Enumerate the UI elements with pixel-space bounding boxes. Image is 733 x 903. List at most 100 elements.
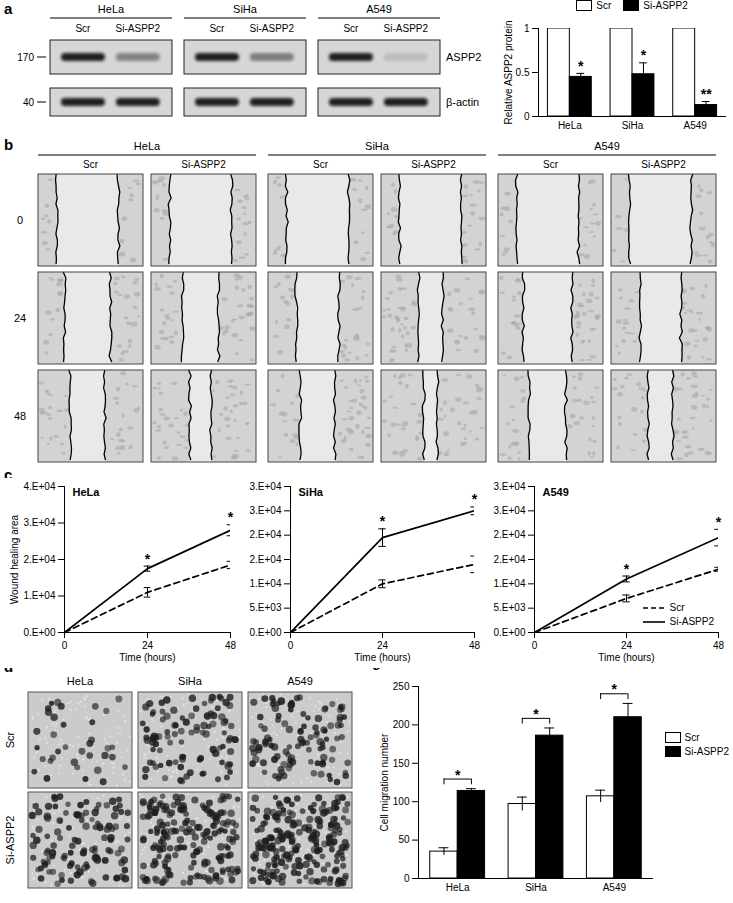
svg-text:170: 170: [17, 52, 34, 63]
svg-text:**: **: [701, 86, 712, 102]
html-text:Si-ASPP2: Si-ASPP2: [684, 746, 729, 757]
svg-text:24: 24: [14, 312, 26, 324]
html-text:Scr: Scr: [669, 602, 685, 613]
svg-text:Scr: Scr: [4, 731, 16, 748]
svg-text:200: 200: [393, 719, 410, 730]
svg-text:HeLa: HeLa: [446, 882, 470, 893]
svg-text:A549: A549: [366, 3, 392, 15]
svg-text:0.5: 0.5: [516, 67, 530, 78]
svg-text:A549: A549: [594, 140, 620, 152]
svg-text:5.E+03: 5.E+03: [250, 602, 282, 613]
svg-text:24: 24: [142, 640, 154, 651]
svg-text:*: *: [578, 58, 584, 74]
svg-text:A549: A549: [543, 486, 569, 498]
svg-text:HeLa: HeLa: [67, 675, 94, 687]
svg-text:Scr: Scr: [75, 23, 91, 34]
svg-text:1.E+04: 1.E+04: [24, 590, 56, 601]
svg-text:4.E+04: 4.E+04: [24, 481, 56, 492]
svg-text:0: 0: [62, 640, 68, 651]
svg-text:1.E+04: 1.E+04: [250, 578, 282, 589]
svg-text:2.E+04: 2.E+04: [494, 529, 526, 540]
svg-text:3.E+04: 3.E+04: [250, 481, 282, 492]
html-text:Scr: Scr: [684, 732, 700, 743]
svg-text:48: 48: [14, 410, 26, 422]
svg-text:HeLa: HeLa: [558, 120, 582, 131]
svg-text:*: *: [145, 551, 151, 567]
svg-text:SiHa: SiHa: [525, 882, 547, 893]
svg-text:Cell migration number: Cell migration number: [379, 733, 390, 831]
svg-text:24: 24: [621, 640, 633, 651]
svg-text:48: 48: [713, 640, 725, 651]
svg-text:HeLa: HeLa: [134, 140, 161, 152]
svg-text:3.E+04: 3.E+04: [24, 517, 56, 528]
svg-text:250: 250: [393, 681, 410, 692]
svg-text:Scr: Scr: [343, 23, 359, 34]
svg-text:β-actin: β-actin: [446, 96, 479, 108]
svg-text:Relative ASPP2 protein: Relative ASPP2 protein: [503, 21, 514, 125]
svg-text:3.E+04: 3.E+04: [250, 505, 282, 516]
svg-text:Time (hours): Time (hours): [119, 652, 175, 663]
svg-text:Time (hours): Time (hours): [354, 652, 410, 663]
svg-text:0.E+00: 0.E+00: [250, 627, 282, 638]
svg-text:Scr: Scr: [543, 159, 559, 170]
svg-text:Scr: Scr: [83, 159, 99, 170]
svg-text:A549: A549: [683, 120, 707, 131]
svg-text:*: *: [228, 509, 234, 525]
svg-text:40: 40: [23, 97, 35, 108]
svg-text:SiHa: SiHa: [178, 675, 203, 687]
svg-text:5.E+03: 5.E+03: [494, 602, 526, 613]
svg-text:24: 24: [377, 640, 389, 651]
html-text:Si-ASPP2: Si-ASPP2: [643, 0, 688, 11]
html-text:Scr: Scr: [596, 0, 612, 11]
svg-text:A549: A549: [287, 675, 313, 687]
svg-text:2.E+04: 2.E+04: [24, 554, 56, 565]
svg-text:0: 0: [288, 640, 294, 651]
svg-text:SiHa: SiHa: [233, 3, 258, 15]
svg-text:150: 150: [393, 758, 410, 769]
svg-text:Scr: Scr: [313, 159, 329, 170]
svg-text:48: 48: [469, 640, 481, 651]
svg-text:*: *: [716, 514, 722, 530]
svg-text:Si-ASPP2: Si-ASPP2: [4, 816, 16, 865]
svg-text:*: *: [533, 706, 539, 722]
svg-text:HeLa: HeLa: [98, 3, 125, 15]
svg-text:SiHa: SiHa: [365, 140, 390, 152]
svg-text:HeLa: HeLa: [73, 486, 101, 498]
svg-text:0: 0: [524, 111, 530, 122]
svg-text:2.E+04: 2.E+04: [250, 554, 282, 565]
svg-text:Si-ASPP2: Si-ASPP2: [411, 159, 456, 170]
svg-text:ASPP2: ASPP2: [446, 51, 481, 63]
svg-text:2.E+04: 2.E+04: [250, 529, 282, 540]
svg-text:0.E+00: 0.E+00: [494, 627, 526, 638]
svg-text:Si-ASPP2: Si-ASPP2: [641, 159, 686, 170]
svg-text:0: 0: [532, 640, 538, 651]
svg-text:Si-ASPP2: Si-ASPP2: [384, 23, 429, 34]
svg-text:3.E+04: 3.E+04: [494, 481, 526, 492]
svg-text:*: *: [612, 681, 618, 697]
svg-text:*: *: [624, 561, 630, 577]
svg-text:Time (hours): Time (hours): [598, 652, 654, 663]
svg-text:100: 100: [393, 796, 410, 807]
svg-text:Si-ASPP2: Si-ASPP2: [181, 159, 226, 170]
svg-text:1.E+04: 1.E+04: [494, 578, 526, 589]
svg-text:1: 1: [524, 23, 530, 34]
svg-text:0: 0: [404, 873, 410, 884]
svg-text:Si-ASPP2: Si-ASPP2: [250, 23, 295, 34]
svg-text:Scr: Scr: [209, 23, 225, 34]
svg-text:2.E+04: 2.E+04: [494, 554, 526, 565]
svg-text:A549: A549: [603, 882, 627, 893]
svg-text:3.E+04: 3.E+04: [494, 505, 526, 516]
svg-text:Wound healing area: Wound healing area: [9, 514, 20, 604]
svg-text:0: 0: [17, 214, 23, 226]
html-text:Si-ASPP2: Si-ASPP2: [669, 616, 714, 627]
svg-text:*: *: [455, 767, 461, 783]
svg-text:*: *: [472, 491, 478, 507]
svg-text:SiHa: SiHa: [622, 120, 644, 131]
svg-text:*: *: [641, 47, 647, 63]
svg-text:*: *: [380, 513, 386, 529]
svg-text:50: 50: [398, 834, 410, 845]
svg-text:0.E+00: 0.E+00: [24, 627, 56, 638]
svg-text:48: 48: [225, 640, 237, 651]
svg-text:Si-ASPP2: Si-ASPP2: [116, 23, 161, 34]
svg-text:SiHa: SiHa: [299, 486, 324, 498]
